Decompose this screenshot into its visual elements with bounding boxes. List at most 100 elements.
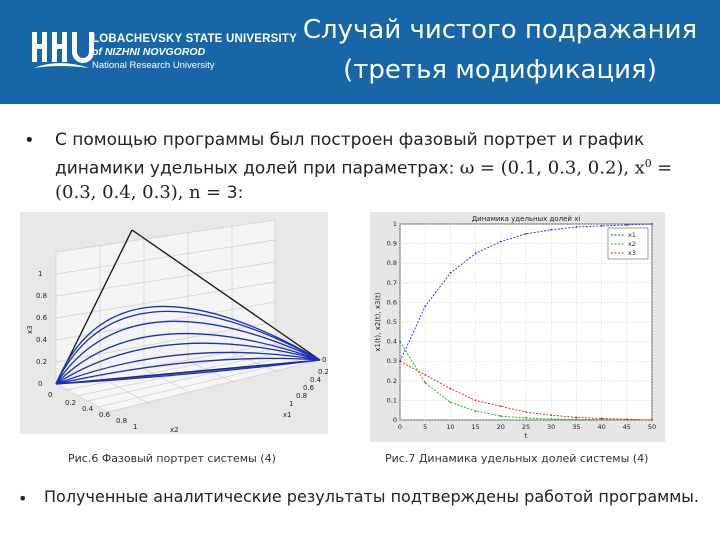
chart-title: Динамика удельных долей xi [472,215,581,223]
data-point-x2 [525,417,527,419]
y-tick-label: 0 [393,416,397,424]
x-tick-label: 40 [597,423,605,431]
data-point-x3 [550,414,553,416]
y-tick-label: 0.3 [387,357,397,365]
x-tick-label: 30 [547,423,555,431]
data-point-x2 [575,418,578,421]
data-point-x1 [449,272,452,274]
z-tick: 0.8 [36,292,47,300]
data-point-x2 [424,381,427,384]
omega-value: (0.1, 0.3, 0.2), [500,157,630,179]
y-tick-labels: 0 0.2 0.4 0.6 0.8 1 [48,391,137,431]
x-tick: 0 [322,356,326,364]
data-point-x1 [474,252,477,255]
data-point-x3 [600,417,603,420]
dynamics-chart: 0 5 10 15 20 25 30 35 40 45 50 0 0.1 0.2 0.3 0.4 0.5 0.6 0… [374,215,656,440]
x-tick: 1 [289,400,293,408]
y-tick-label: 0.1 [387,396,397,404]
data-point-x2 [474,410,477,413]
legend-label-x2: x2 [628,240,636,248]
data-point-x3 [399,360,401,363]
x0-value: (0.3, 0.4, 0.3), [55,181,184,203]
legend-label-x1: x1 [628,231,636,239]
data-point-x1 [575,226,578,228]
conclusion-text: Полученные аналитические результаты подт… [44,487,699,506]
omega-symbol: ω [459,157,475,179]
bullet-paragraph: С помощью программы был построен фазовый… [55,130,673,203]
x-tick-label: 50 [648,423,656,431]
n-value: 3: [226,182,244,203]
data-point-x1 [625,224,628,226]
data-point-x1 [550,228,553,231]
university-name: LOBACHEVSKY STATE UNIVERSITY of NIZHNI N… [92,33,297,72]
z-tick-labels: 1 0.8 0.6 0.4 0.2 0 [36,270,48,388]
phase-portrait-plot: 1 0.8 0.6 0.4 0.2 0 x3 0 0.2 0.4 0.6 0.8… [20,212,329,434]
bullet-dot: • [24,130,35,151]
phase-portrait-figure: 1 0.8 0.6 0.4 0.2 0 x3 0 0.2 0.4 0.6 0.8… [20,212,329,434]
z-tick: 0 [38,380,42,388]
caption-left: Рис.6 Фазовый портрет системы (4) [68,452,276,465]
x-tick-label: 35 [572,423,580,431]
chart-ylabel: x1(t), x2(t), x3(t) [374,292,382,352]
data-point-x3 [651,419,653,421]
data-point-x3 [625,418,628,421]
data-point-x2 [499,415,502,417]
series-line-x1 [399,223,653,362]
y-tick-label: 1 [393,220,397,228]
y-tick-label: 0.7 [387,279,397,287]
university-line2: of NIZHNI NOVGOROD [92,46,206,58]
x0-symbol: x [634,157,645,179]
data-point-x2 [399,340,401,343]
z-tick: 0.2 [36,358,47,366]
x-tick: 0.8 [296,392,307,400]
data-point-x3 [449,387,452,390]
data-point-x1 [424,305,427,308]
z-tick: 1 [38,270,42,278]
y-tick-label: 0.6 [387,298,397,306]
y-tick: 1 [133,423,137,431]
x-tick-label: 15 [471,423,479,431]
data-point-x1 [600,225,603,227]
y-tick-label: 0.9 [387,240,397,248]
y-tick: 0.8 [116,417,127,425]
y-tick: 0.4 [82,405,94,413]
slide-title: Случай чистого подражания (третья модифи… [300,10,700,90]
x-tick: 0.4 [310,376,322,384]
x-axis-label: x1 [283,411,292,419]
x-tick-label: 45 [623,423,631,431]
x-tick-label: 20 [497,423,505,431]
x-tick-label: 25 [522,423,530,431]
dynamics-figure: 0 5 10 15 20 25 30 35 40 45 50 0 0.1 0.2 0.3 0.4 0.5 0.6 0… [370,212,665,442]
data-point-x2 [550,418,553,420]
x-tick-label: 0 [398,423,402,431]
data-point-x1 [499,240,502,243]
x-tick: 0.2 [318,368,328,376]
z-tick: 0.6 [36,314,48,322]
title-line2: (третья модификация) [343,55,657,85]
z-tick: 0.4 [36,336,48,344]
y-tick-label: 0.4 [387,338,397,346]
data-point-x3 [499,405,502,408]
data-point-x1 [525,232,527,235]
n-symbol: n [188,181,201,203]
y-tick: 0.6 [99,411,111,419]
title-line1: Случай чистого подражания [302,15,698,45]
university-line3: National Research University [92,60,215,71]
x-tick-label: 10 [446,423,454,431]
x0-superscript: 0 [644,157,652,170]
x-tick: 0.6 [303,384,315,392]
data-point-x3 [525,411,527,414]
y-tick-label: 0.8 [387,259,397,267]
data-point-x2 [449,401,452,404]
y-tick: 0 [48,391,52,399]
y-tick-label: 0.2 [387,377,397,385]
data-point-x3 [474,399,477,402]
x-tick-label: 5 [423,423,427,431]
legend-label-x3: x3 [628,249,636,257]
bullet-text: С помощью программы был построен фазовый… [55,130,645,179]
y-tick: 0.2 [65,399,76,407]
z-axis-label: x3 [26,325,34,334]
chart-xlabel: t [525,432,528,440]
university-line1: LOBACHEVSKY STATE UNIVERSITY [92,33,297,45]
